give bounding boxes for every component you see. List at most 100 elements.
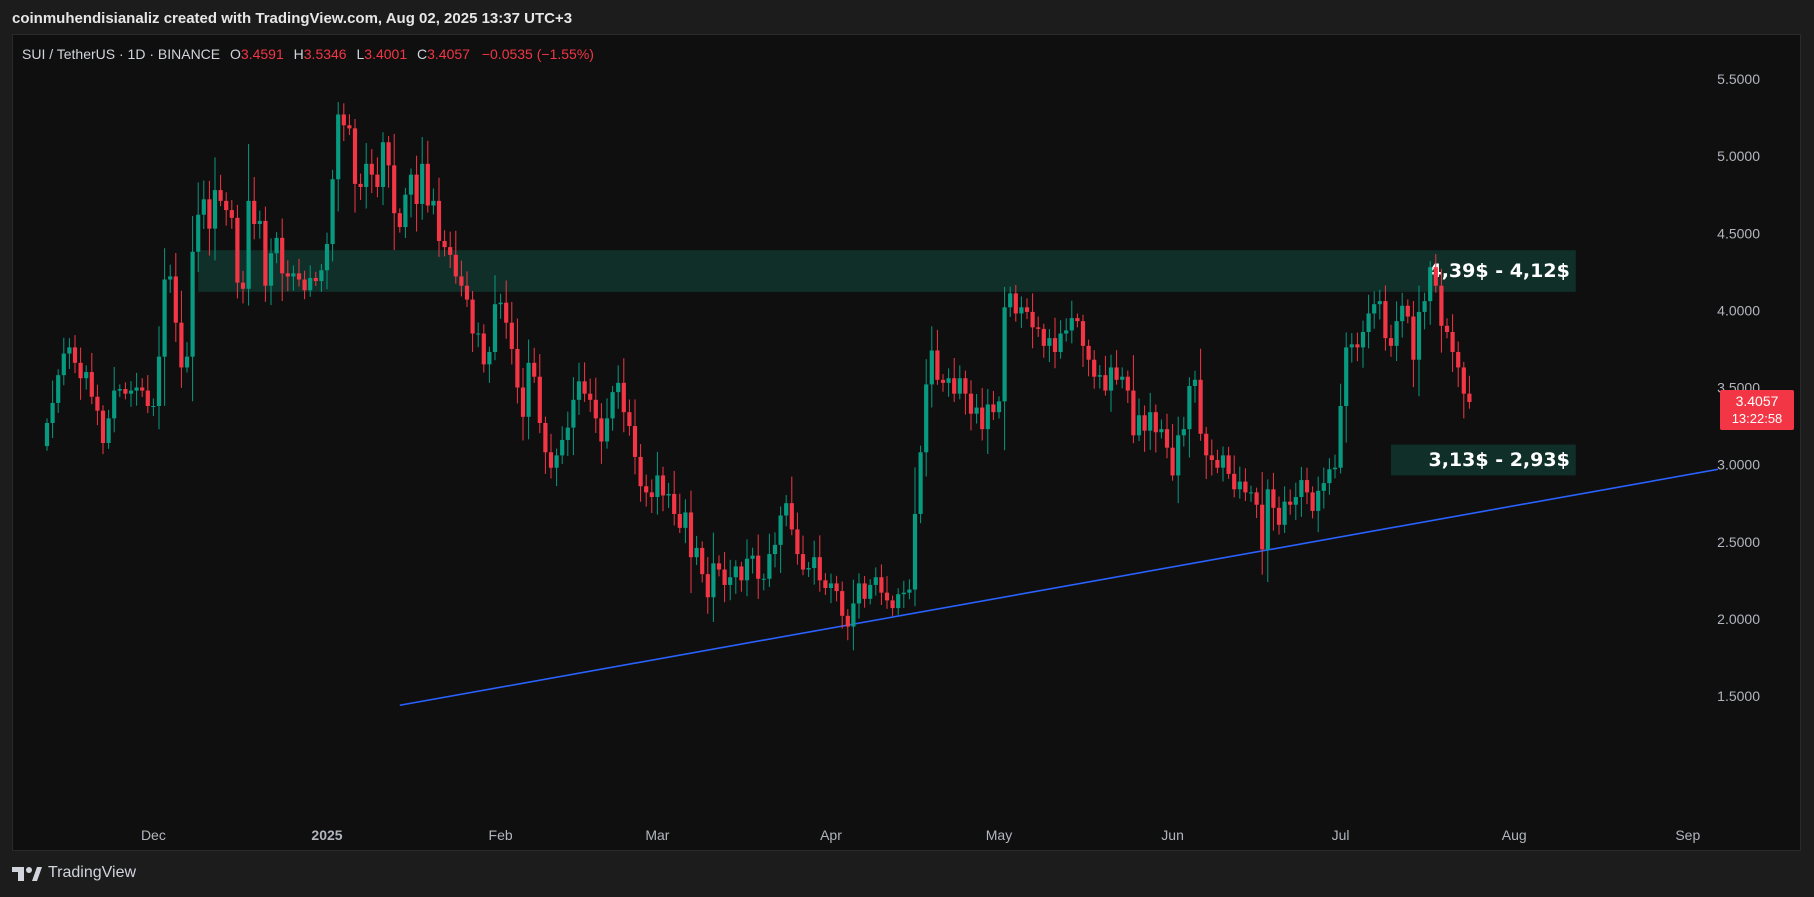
candle: [352, 119, 358, 213]
candle: [1176, 416, 1181, 504]
candle-body: [1041, 328, 1046, 346]
candle: [347, 114, 352, 136]
candle: [1338, 383, 1343, 474]
candle-body: [341, 114, 346, 126]
candle: [50, 380, 55, 439]
candle: [268, 238, 274, 306]
candle-body: [655, 475, 660, 498]
candle-body: [442, 240, 447, 248]
candle: [308, 265, 313, 297]
candle-body: [201, 199, 206, 215]
candle-body: [196, 214, 201, 252]
candle-body: [235, 217, 240, 283]
candle-body: [884, 592, 890, 601]
candle: [1058, 320, 1063, 359]
brand-name: TradingView: [48, 864, 137, 881]
candle: [1209, 439, 1214, 476]
candle: [683, 499, 688, 544]
candle: [834, 575, 839, 602]
chart-pane[interactable]: [12, 34, 1801, 851]
candle-body: [380, 142, 386, 187]
candle: [901, 580, 906, 609]
candle-body: [1260, 504, 1265, 550]
candle-body: [683, 512, 688, 528]
candle: [761, 573, 766, 591]
candle-body: [504, 302, 509, 323]
candle-body: [851, 603, 856, 627]
candle-body: [1164, 429, 1170, 448]
candle-body: [1192, 379, 1198, 386]
candle: [1024, 298, 1030, 320]
candle-body: [1456, 352, 1461, 368]
candle-body: [974, 407, 979, 414]
open-value: 3.4591: [240, 46, 284, 62]
candle: [856, 573, 862, 619]
candle: [212, 157, 218, 261]
candle: [179, 290, 184, 388]
candle: [280, 218, 285, 301]
tradingview-brand[interactable]: TradingView: [12, 864, 136, 882]
candle-body: [784, 503, 789, 516]
candle-body: [1108, 367, 1114, 391]
candle: [1002, 286, 1007, 451]
candle: [386, 135, 391, 188]
candle: [1232, 455, 1237, 498]
candle: [257, 210, 262, 239]
candle-body: [1433, 267, 1438, 286]
zone-label-1: 4,39$ - 4,12$: [1428, 260, 1569, 282]
x-tick-label: Jun: [1161, 827, 1184, 843]
candle-body: [644, 486, 649, 493]
candle-body: [1097, 375, 1102, 377]
candle: [1159, 419, 1164, 439]
candle: [1103, 355, 1108, 396]
candle: [196, 182, 201, 273]
candle: [1439, 268, 1444, 353]
candle-body: [1293, 497, 1298, 505]
candle: [823, 573, 828, 595]
candle: [78, 347, 83, 400]
candle: [929, 326, 934, 408]
candle: [487, 346, 492, 383]
candle: [1332, 454, 1338, 479]
candle: [1136, 398, 1142, 442]
candle-body: [173, 276, 178, 323]
candle-body: [1069, 318, 1074, 331]
candle: [817, 535, 822, 592]
candle: [420, 136, 425, 220]
candle: [56, 369, 61, 413]
candle-body: [666, 493, 671, 496]
candle: [358, 173, 363, 200]
candle: [397, 208, 402, 233]
candle: [593, 377, 598, 434]
candle: [302, 270, 307, 300]
candle-body: [520, 387, 526, 417]
candle-body: [1338, 406, 1343, 468]
candle-body: [1316, 490, 1321, 511]
candle-body: [890, 600, 895, 609]
candle: [543, 416, 548, 474]
open-label: O: [230, 46, 241, 62]
candle-body: [1400, 305, 1405, 322]
candle: [369, 149, 374, 194]
candle-body: [162, 279, 167, 357]
candle-body: [1422, 301, 1427, 312]
candle-body: [358, 183, 363, 187]
candle-body: [722, 569, 727, 585]
candle: [1114, 350, 1119, 385]
candle-body: [515, 348, 520, 388]
candle-body: [554, 455, 559, 468]
candle-body: [179, 322, 184, 368]
candle: [61, 337, 66, 386]
candle-body: [240, 282, 246, 289]
candle-body: [985, 404, 990, 430]
candle-body: [1226, 455, 1231, 474]
candle: [515, 318, 520, 404]
candle-body: [308, 277, 313, 291]
candle: [492, 275, 498, 361]
candle: [599, 403, 604, 464]
candle: [1131, 355, 1136, 444]
candle: [845, 609, 850, 641]
candle: [705, 557, 710, 614]
symbol-label: SUI / TetherUS · 1D · BINANCE: [22, 46, 221, 62]
